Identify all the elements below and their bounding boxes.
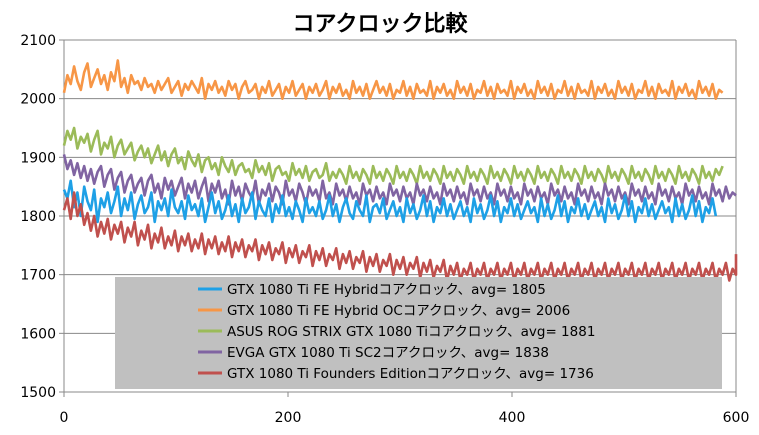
- x-tick-label: 0: [60, 410, 69, 426]
- y-tick-label: 2000: [20, 92, 56, 108]
- y-tick-label: 1700: [20, 268, 56, 284]
- x-tick-label: 400: [499, 410, 526, 426]
- chart-title: コアクロック比較: [293, 11, 469, 37]
- series-line-0: [62, 179, 718, 224]
- x-axis: 0 200 400 600: [60, 392, 750, 426]
- y-axis: 1500 1600 1700 1800 1900 2000 2100: [20, 33, 737, 401]
- series-line-1: [62, 59, 724, 100]
- legend-entry-4: GTX 1080 Ti Founders Editionコアクロック、avg= …: [227, 366, 594, 382]
- y-tick-label: 1600: [20, 326, 56, 342]
- x-tick-label: 600: [723, 410, 750, 426]
- y-tick-label: 1500: [20, 385, 56, 401]
- y-tick-label: 1900: [20, 150, 56, 166]
- legend-entry-3: EVGA GTX 1080 Ti SC2コアクロック、avg= 1838: [227, 345, 549, 361]
- series-line-4: [62, 191, 738, 282]
- legend-entry-0: GTX 1080 Ti FE Hybridコアクロック、avg= 1805: [227, 282, 546, 298]
- y-tick-label: 2100: [20, 33, 56, 49]
- legend: GTX 1080 Ti FE Hybridコアクロック、avg= 1805 GTX…: [115, 277, 722, 389]
- legend-entry-2: ASUS ROG STRIX GTX 1080 Tiコアクロック、avg= 18…: [227, 324, 595, 340]
- series-line-3: [62, 154, 737, 206]
- x-tick-label: 200: [275, 410, 302, 426]
- series-line-2: [62, 126, 724, 185]
- legend-entry-1: GTX 1080 Ti FE Hybrid OCコアクロック、avg= 2006: [227, 303, 570, 319]
- series-lines: [62, 59, 738, 282]
- y-tick-label: 1800: [20, 209, 56, 225]
- legend-box: [115, 277, 722, 389]
